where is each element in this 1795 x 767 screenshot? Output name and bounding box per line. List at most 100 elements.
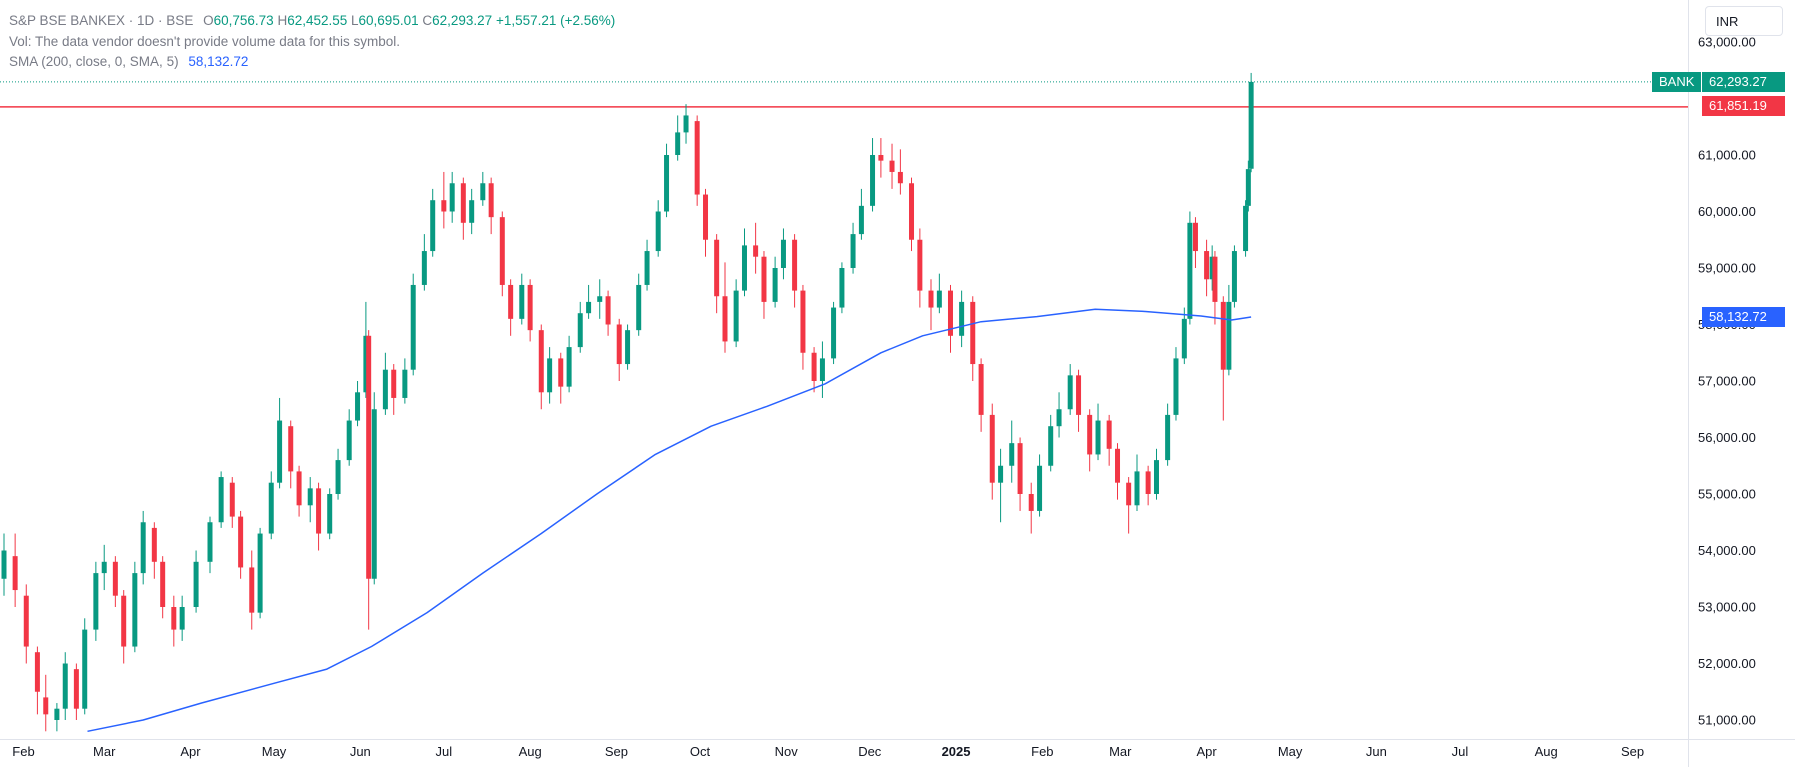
candle[interactable] — [780, 228, 786, 280]
candle[interactable] — [1181, 307, 1187, 365]
candle[interactable] — [346, 409, 352, 466]
candle[interactable] — [1243, 200, 1249, 257]
candle[interactable] — [1056, 392, 1062, 438]
candle[interactable] — [23, 584, 29, 664]
candle[interactable] — [441, 171, 447, 229]
sma-label[interactable]: SMA (200, close, 0, SMA, 5) — [9, 54, 179, 69]
sma-200-line[interactable] — [87, 308, 1252, 733]
candle[interactable] — [1248, 72, 1254, 173]
candle[interactable] — [363, 301, 369, 398]
candle[interactable] — [218, 471, 224, 528]
candle[interactable] — [703, 188, 709, 257]
candle[interactable] — [488, 177, 494, 235]
candle[interactable] — [54, 703, 60, 732]
candle[interactable] — [1145, 465, 1151, 506]
candle[interactable] — [878, 138, 884, 178]
candle[interactable] — [527, 279, 533, 342]
candle[interactable] — [460, 177, 466, 240]
candle[interactable] — [819, 341, 825, 398]
candle[interactable] — [558, 352, 564, 404]
candle[interactable] — [970, 296, 976, 381]
candle[interactable] — [792, 234, 798, 308]
candle[interactable] — [112, 556, 118, 607]
candle[interactable] — [1231, 245, 1237, 308]
candle[interactable] — [1095, 403, 1101, 461]
candle[interactable] — [947, 284, 953, 353]
candle[interactable] — [1, 533, 7, 596]
candle[interactable] — [1106, 414, 1112, 466]
candle[interactable] — [655, 200, 661, 257]
candle[interactable] — [636, 273, 642, 336]
candle[interactable] — [101, 544, 107, 591]
candle[interactable] — [62, 652, 68, 720]
candle[interactable] — [664, 143, 670, 218]
candle[interactable] — [889, 143, 895, 189]
candle[interactable] — [151, 522, 157, 579]
candle[interactable] — [371, 392, 377, 585]
candle[interactable] — [257, 527, 263, 619]
candle[interactable] — [959, 290, 965, 348]
candle[interactable] — [714, 234, 720, 314]
candle[interactable] — [1153, 448, 1159, 500]
candle[interactable] — [121, 590, 127, 664]
candle[interactable] — [34, 646, 40, 715]
candle[interactable] — [772, 256, 778, 308]
candle[interactable] — [1245, 160, 1251, 212]
candle[interactable] — [538, 324, 544, 410]
candle[interactable] — [193, 550, 199, 613]
candle[interactable] — [132, 561, 138, 653]
candle[interactable] — [850, 222, 856, 274]
candle[interactable] — [1126, 477, 1132, 534]
candle[interactable] — [683, 104, 689, 144]
candle[interactable] — [430, 188, 436, 257]
candle[interactable] — [741, 228, 747, 297]
candle[interactable] — [1028, 482, 1034, 534]
candle[interactable] — [605, 290, 611, 336]
candle[interactable] — [140, 510, 146, 585]
candle[interactable] — [238, 510, 244, 579]
candle[interactable] — [675, 115, 681, 161]
candle[interactable] — [800, 284, 806, 370]
candle[interactable] — [917, 228, 923, 308]
candle[interactable] — [519, 273, 525, 325]
candle[interactable] — [508, 279, 514, 336]
candle[interactable] — [1226, 284, 1232, 376]
candle[interactable] — [858, 188, 864, 240]
candle[interactable] — [93, 561, 99, 641]
candle[interactable] — [335, 448, 341, 500]
candle[interactable] — [160, 556, 166, 619]
candle[interactable] — [1209, 245, 1215, 291]
candle[interactable] — [499, 211, 505, 297]
candle[interactable] — [1192, 217, 1198, 268]
candle[interactable] — [761, 251, 767, 319]
candle[interactable] — [288, 420, 294, 489]
candle[interactable] — [909, 177, 915, 252]
candle[interactable] — [1037, 454, 1043, 517]
candle[interactable] — [449, 171, 455, 223]
candle[interactable] — [277, 397, 283, 489]
candle[interactable] — [296, 465, 302, 517]
candle[interactable] — [1115, 443, 1121, 500]
candle[interactable] — [989, 403, 995, 500]
candle[interactable] — [1212, 251, 1218, 325]
candle[interactable] — [1017, 437, 1023, 511]
candle[interactable] — [1173, 347, 1179, 421]
candle[interactable] — [753, 222, 759, 274]
candle[interactable] — [1076, 369, 1082, 432]
candle[interactable] — [811, 347, 817, 393]
candle[interactable] — [722, 262, 728, 353]
candle[interactable] — [382, 352, 388, 415]
candle[interactable] — [355, 381, 361, 427]
candle[interactable] — [43, 674, 49, 732]
candle[interactable] — [1009, 420, 1015, 483]
candle[interactable] — [229, 477, 235, 528]
candle[interactable] — [480, 171, 486, 206]
candle[interactable] — [82, 618, 88, 715]
candle[interactable] — [1067, 364, 1073, 415]
currency-button[interactable]: INR — [1705, 6, 1783, 36]
candle[interactable] — [1134, 454, 1140, 511]
candle[interactable] — [978, 358, 984, 432]
candle[interactable] — [694, 115, 700, 206]
candle[interactable] — [249, 550, 255, 630]
